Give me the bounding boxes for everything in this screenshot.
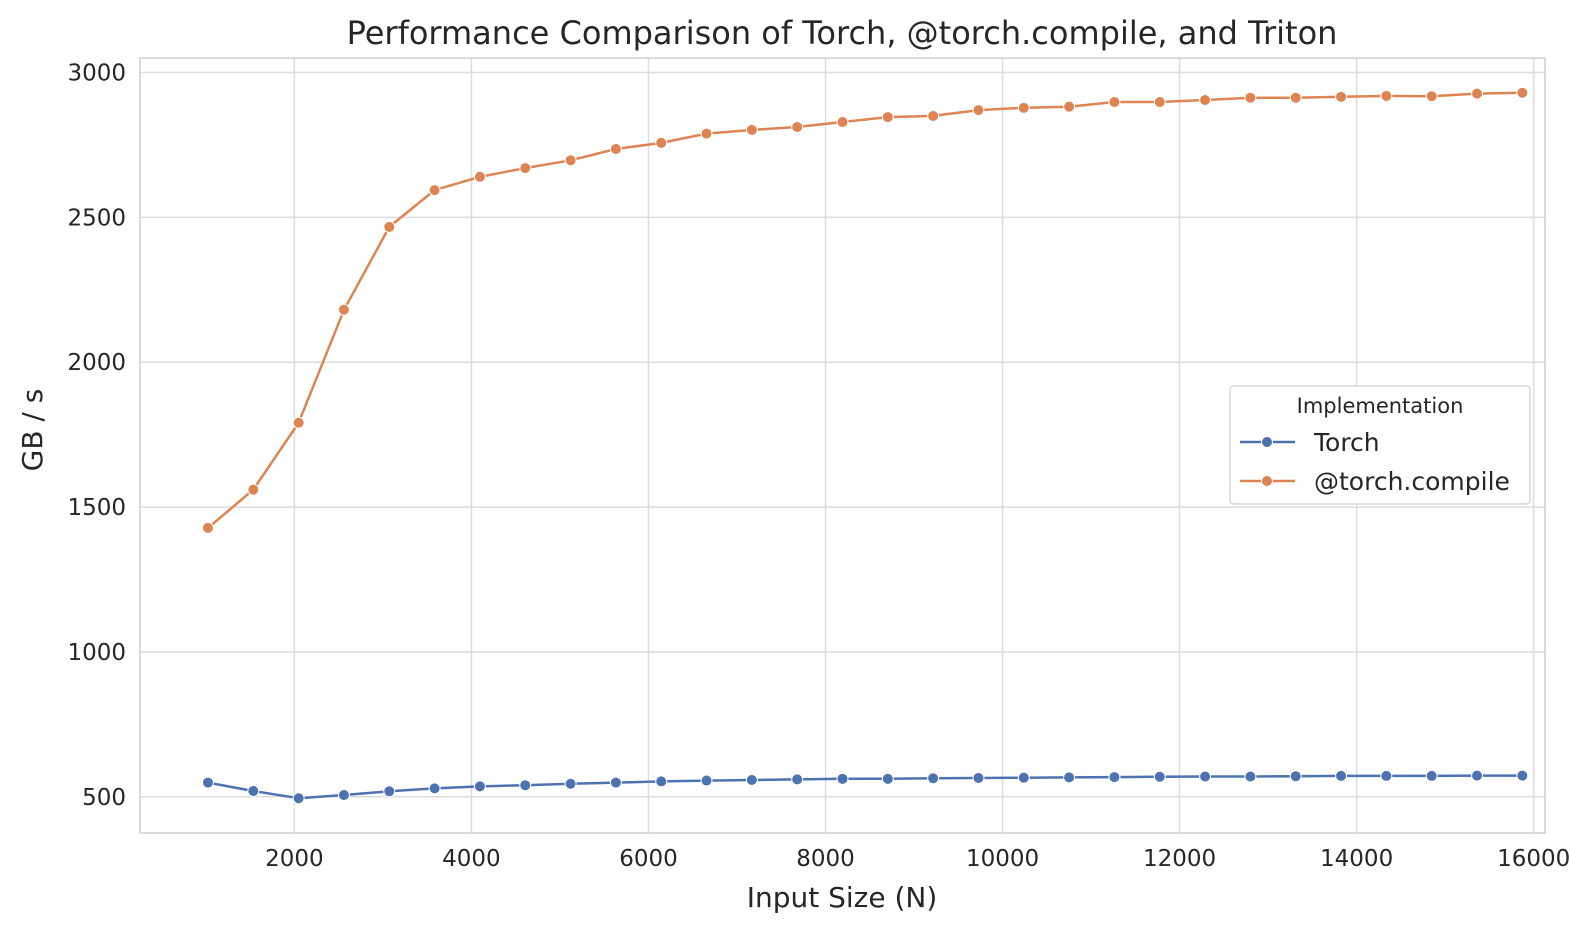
- x-tick-label: 10000: [966, 846, 1039, 872]
- x-axis-ticks: 2000 4000 6000 8000 10000 12000 14000 16000: [265, 846, 1570, 872]
- series-torch-compile: [201, 86, 1529, 534]
- x-tick-label: 4000: [442, 846, 501, 872]
- data-point-torch-compile: [1289, 91, 1302, 104]
- plot-area-border: [139, 57, 1546, 834]
- data-point-torch: [1335, 769, 1348, 782]
- y-tick-label: 3000: [67, 60, 126, 86]
- chart-title: Performance Comparison of Torch, @torch.…: [347, 14, 1338, 52]
- data-point-torch: [1108, 771, 1121, 784]
- legend: Implementation Torch @torch.compile: [1229, 385, 1531, 505]
- data-point-torch: [1425, 769, 1438, 782]
- y-tick-label: 2000: [67, 350, 126, 376]
- data-point-torch: [1153, 770, 1166, 783]
- data-point-torch-compile: [1335, 90, 1348, 103]
- x-tick-label: 14000: [1320, 846, 1393, 872]
- legend-box: [1229, 385, 1531, 505]
- data-point-torch-compile: [791, 120, 804, 133]
- data-point-torch-compile: [201, 521, 214, 534]
- data-point-torch-compile: [655, 136, 668, 149]
- legend-label-torch-compile: @torch.compile: [1314, 467, 1510, 496]
- data-point-torch: [201, 776, 214, 789]
- data-point-torch-compile: [519, 162, 532, 175]
- y-tick-label: 1000: [67, 640, 126, 666]
- x-tick-label: 16000: [1497, 846, 1570, 872]
- data-point-torch: [1017, 771, 1030, 784]
- data-point-torch: [881, 772, 894, 785]
- data-point-torch: [337, 789, 350, 802]
- x-tick-label: 12000: [1143, 846, 1216, 872]
- data-point-torch-compile: [1199, 94, 1212, 107]
- data-point-torch-compile: [1471, 87, 1484, 100]
- data-point-torch: [1244, 770, 1257, 783]
- data-point-torch: [1199, 770, 1212, 783]
- y-axis-ticks: 500 1000 1500 2000 2500 3000: [67, 60, 126, 810]
- data-point-torch: [1471, 769, 1484, 782]
- series-layer: [201, 86, 1529, 805]
- data-point-torch: [1380, 769, 1393, 782]
- legend-entry-torch-compile: @torch.compile: [1240, 467, 1510, 496]
- legend-marker-torch-compile: [1261, 475, 1273, 487]
- x-axis-label: Input Size (N): [747, 881, 938, 914]
- data-point-torch-compile: [1516, 86, 1529, 99]
- legend-title: Implementation: [1297, 394, 1464, 418]
- legend-label-torch: Torch: [1313, 428, 1380, 457]
- data-point-torch-compile: [564, 154, 577, 167]
- data-point-torch-compile: [337, 303, 350, 316]
- data-point-torch: [383, 785, 396, 798]
- series-torch: [201, 769, 1529, 805]
- data-point-torch-compile: [836, 116, 849, 129]
- data-point-torch-compile: [700, 127, 713, 140]
- data-point-torch-compile: [1063, 100, 1076, 113]
- data-point-torch: [247, 784, 260, 797]
- data-point-torch: [972, 771, 985, 784]
- x-tick-label: 8000: [796, 846, 855, 872]
- data-point-torch: [836, 772, 849, 785]
- x-tick-label: 6000: [619, 846, 678, 872]
- data-point-torch-compile: [1108, 96, 1121, 109]
- data-point-torch-compile: [927, 109, 940, 122]
- data-point-torch: [609, 776, 622, 789]
- data-point-torch: [519, 779, 532, 792]
- y-tick-label: 500: [82, 785, 126, 811]
- x-tick-label: 2000: [265, 846, 324, 872]
- data-point-torch: [927, 772, 940, 785]
- data-point-torch-compile: [383, 220, 396, 233]
- data-point-torch: [791, 773, 804, 786]
- data-point-torch: [292, 792, 305, 805]
- data-point-torch-compile: [247, 483, 260, 496]
- data-point-torch: [428, 782, 441, 795]
- data-point-torch-compile: [1425, 90, 1438, 103]
- data-point-torch: [655, 775, 668, 788]
- grid: [140, 58, 1545, 833]
- data-point-torch-compile: [292, 416, 305, 429]
- series-line-torch: [207, 774, 1523, 800]
- y-axis-label: GB / s: [16, 389, 49, 472]
- data-point-torch: [564, 777, 577, 790]
- data-point-torch: [745, 773, 758, 786]
- legend-entry-torch: Torch: [1240, 428, 1380, 457]
- legend-marker-torch: [1261, 436, 1273, 448]
- data-point-torch-compile: [1244, 91, 1257, 104]
- data-point-torch-compile: [609, 142, 622, 155]
- y-tick-label: 2500: [67, 205, 126, 231]
- data-point-torch: [700, 774, 713, 787]
- data-point-torch: [1289, 770, 1302, 783]
- data-point-torch: [473, 780, 486, 793]
- data-point-torch-compile: [473, 170, 486, 183]
- data-point-torch-compile: [881, 111, 894, 124]
- data-point-torch-compile: [1380, 89, 1393, 102]
- data-point-torch-compile: [972, 104, 985, 117]
- data-point-torch-compile: [428, 184, 441, 197]
- series-line-torch-compile: [207, 91, 1523, 529]
- y-tick-label: 1500: [67, 495, 126, 521]
- data-point-torch: [1063, 771, 1076, 784]
- data-point-torch: [1516, 769, 1529, 782]
- data-point-torch-compile: [745, 123, 758, 136]
- data-point-torch-compile: [1153, 96, 1166, 109]
- data-point-torch-compile: [1017, 101, 1030, 114]
